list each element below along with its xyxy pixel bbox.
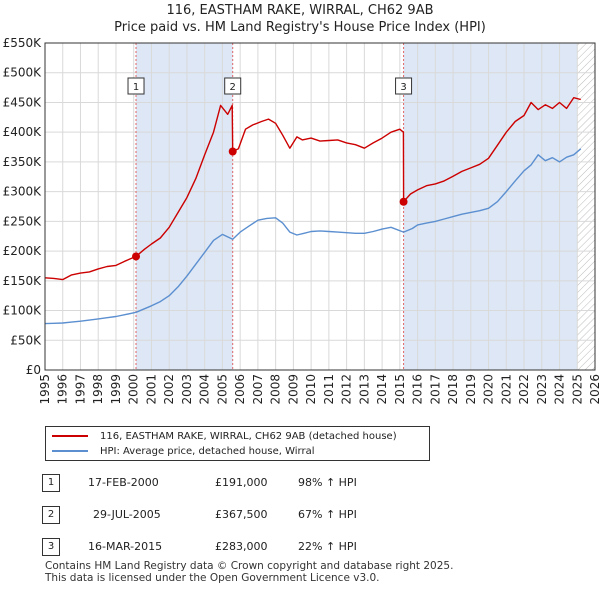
y-tick-label: £550K [3, 36, 43, 50]
shaded-ownership-band [136, 43, 233, 370]
x-tick-label: 2025 [570, 374, 584, 405]
x-tick-label: 2022 [517, 374, 531, 405]
x-tick-label: 2004 [198, 374, 212, 405]
chart-title: 116, EASTHAM RAKE, WIRRAL, CH62 9AB [166, 3, 434, 18]
x-tick-label: 2005 [215, 374, 229, 405]
x-tick-label: 2000 [127, 374, 141, 405]
chart-subtitle: Price paid vs. HM Land Registry's House … [114, 20, 486, 35]
x-tick-label: 2011 [322, 374, 336, 405]
sale-price: £367,500 [215, 508, 268, 521]
property-series-line [44, 96, 581, 281]
sale-number-badge: 3 [42, 538, 60, 556]
y-tick-label: £350K [3, 155, 43, 169]
hatched-region [577, 43, 595, 370]
x-tick-label: 2009 [286, 374, 300, 405]
footer-copyright: Contains HM Land Registry data © Crown c… [45, 560, 454, 572]
x-tick-label: 2007 [251, 374, 265, 405]
x-tick-label: 2021 [499, 374, 513, 405]
sale-row: 3 16-MAR-2015 £283,000 22% ↑ HPI [40, 536, 460, 556]
sale-hpi-change: 22% ↑ HPI [298, 540, 357, 553]
price-chart: 1 2 3 £0 £50K £100K £150K £200K £250K £300K £350K… [3, 36, 600, 405]
legend-swatch-hpi [52, 450, 88, 452]
legend-label-property: 116, EASTHAM RAKE, WIRRAL, CH62 9AB (det… [100, 430, 397, 442]
y-tick-label: £250K [3, 214, 43, 228]
y-tick-label: £200K [3, 244, 43, 258]
x-tick-label: 2015 [393, 374, 407, 405]
chart-legend: 116, EASTHAM RAKE, WIRRAL, CH62 9AB (det… [45, 426, 430, 461]
y-tick-label: £150K [3, 274, 43, 288]
sale-label-number: 3 [400, 82, 406, 93]
x-tick-label: 1995 [38, 374, 52, 405]
sale-row: 1 17-FEB-2000 £191,000 98% ↑ HPI [40, 472, 460, 492]
x-tick-label: 2026 [588, 374, 600, 405]
x-tick-label: 2024 [553, 374, 567, 405]
x-tick-label: 2018 [446, 374, 460, 405]
sale-hpi-change: 98% ↑ HPI [298, 476, 357, 489]
x-tick-label: 2008 [269, 374, 283, 405]
sale-date: 29-JUL-2005 [93, 508, 161, 521]
sale-point [399, 197, 408, 206]
legend-swatch-property [52, 435, 88, 437]
sale-date: 16-MAR-2015 [88, 540, 163, 553]
x-tick-label: 1999 [109, 374, 123, 405]
x-tick-label: 2020 [482, 374, 496, 405]
y-tick-label: £300K [3, 185, 43, 199]
sale-label-box [395, 77, 413, 95]
x-tick-label: 2016 [411, 374, 425, 405]
legend-label-hpi: HPI: Average price, detached house, Wirr… [100, 445, 315, 457]
sale-label-box [127, 77, 145, 95]
y-tick-label: £0 [26, 363, 41, 377]
footer-license: This data is licensed under the Open Gov… [45, 572, 380, 584]
x-tick-label: 2013 [357, 374, 371, 405]
x-tick-label: 2012 [340, 374, 354, 405]
legend-item-property: 116, EASTHAM RAKE, WIRRAL, CH62 9AB (det… [52, 429, 397, 443]
sale-label-number: 1 [133, 82, 139, 93]
y-tick-label: £400K [3, 125, 43, 139]
sale-point [228, 147, 237, 156]
sale-point [132, 252, 141, 261]
sale-row: 2 29-JUL-2005 £367,500 67% ↑ HPI [40, 504, 460, 524]
y-tick-label: £50K [10, 333, 42, 347]
y-tick-label: £500K [3, 66, 43, 80]
y-tick-label: £450K [3, 95, 43, 109]
x-tick-label: 2006 [233, 374, 247, 405]
x-tick-label: 2023 [535, 374, 549, 405]
sale-date: 17-FEB-2000 [88, 476, 159, 489]
hpi-series-line [44, 148, 582, 325]
footer: Contains HM Land Registry data © Crown c… [45, 560, 453, 584]
x-tick-label: 2001 [144, 374, 158, 405]
sale-price: £191,000 [215, 476, 268, 489]
sale-hpi-change: 67% ↑ HPI [298, 508, 357, 521]
x-tick-label: 2014 [375, 374, 389, 405]
y-tick-label: £100K [3, 304, 43, 318]
x-tick-label: 1996 [56, 374, 70, 405]
legend-item-hpi: HPI: Average price, detached house, Wirr… [52, 444, 315, 458]
x-tick-label: 2010 [304, 374, 318, 405]
sale-label-box [224, 77, 242, 95]
sale-label-number: 2 [230, 82, 236, 93]
plot-frame [44, 42, 596, 371]
x-tick-label: 2002 [162, 374, 176, 405]
sale-number-badge: 1 [42, 474, 60, 492]
x-tick-label: 2017 [428, 374, 442, 405]
x-tick-label: 1997 [73, 374, 87, 405]
x-tick-label: 2019 [464, 374, 478, 405]
sale-price: £283,000 [215, 540, 268, 553]
sale-number-badge: 2 [42, 506, 60, 524]
x-tick-label: 1998 [91, 374, 105, 405]
x-tick-label: 2003 [180, 374, 194, 405]
